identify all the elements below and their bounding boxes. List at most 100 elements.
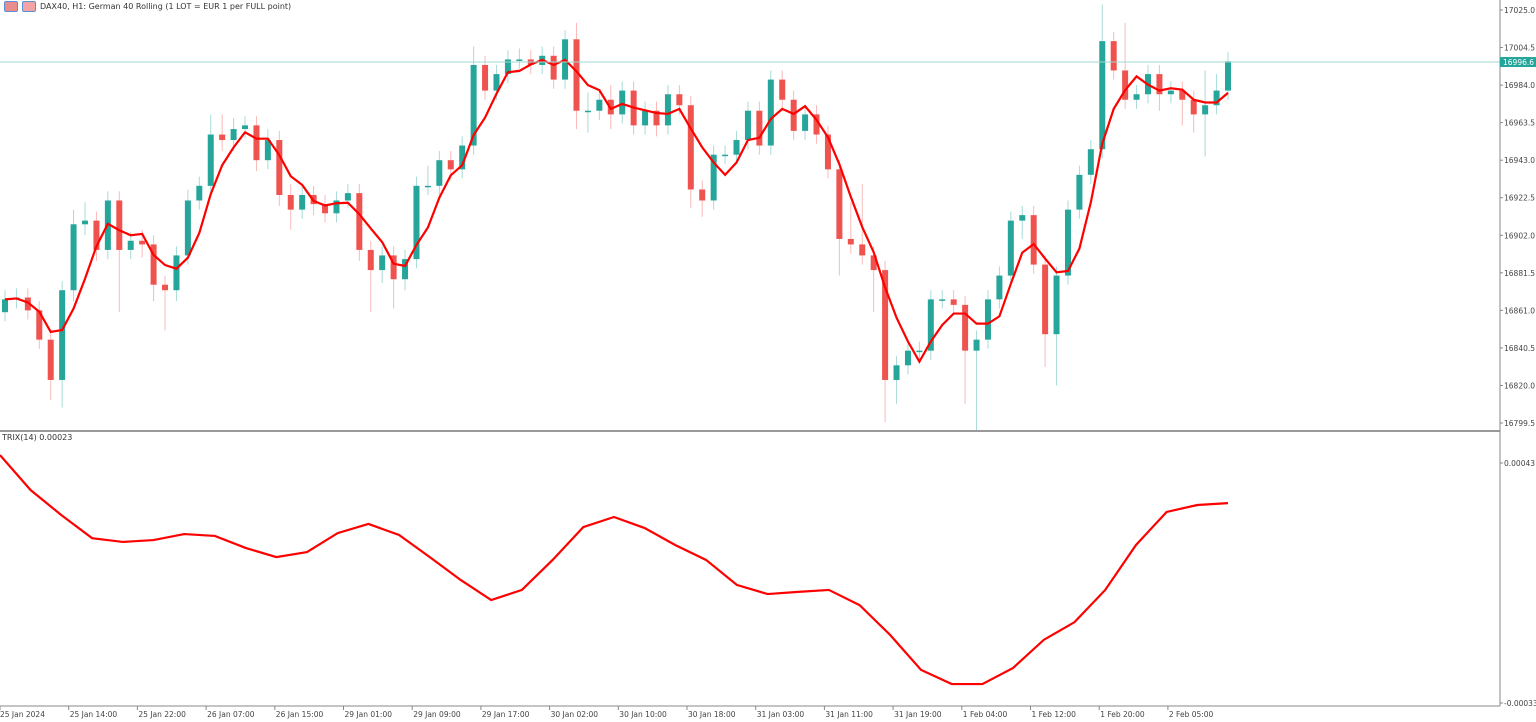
candle — [436, 151, 443, 195]
candle-body — [790, 99, 797, 131]
candle — [82, 202, 89, 236]
candle-body — [927, 299, 934, 351]
candle — [264, 129, 271, 170]
candle — [584, 92, 591, 133]
candle-body — [447, 160, 454, 170]
current-price-label: 16996.6 — [1503, 58, 1534, 67]
trix-tick-label: 0.00043 — [1504, 459, 1535, 468]
candle-body — [1042, 264, 1049, 335]
candle — [184, 189, 191, 265]
time-tick-label: 25 Jan 22:00 — [138, 710, 186, 719]
candle-body — [367, 249, 374, 271]
candle-body — [1225, 61, 1231, 91]
time-axis[interactable]: 25 Jan 2024 25 Jan 14:00 25 Jan 22:00 26 Ja… — [0, 706, 1214, 719]
candle — [802, 105, 809, 141]
candle-body — [242, 125, 249, 130]
time-tick-label: 30 Jan 18:00 — [688, 710, 736, 719]
candle — [1099, 4, 1106, 159]
candle-body — [962, 304, 969, 351]
candle — [939, 290, 946, 309]
candle-body — [1156, 74, 1163, 95]
candle-body — [847, 238, 854, 245]
candle — [162, 275, 169, 331]
candle — [916, 341, 923, 360]
candle-body — [230, 129, 237, 141]
candle-body — [276, 140, 283, 195]
price-tick-label: 16799.5 — [1504, 419, 1535, 428]
candle — [1110, 31, 1117, 80]
candle-body — [710, 154, 717, 201]
candle — [276, 130, 283, 206]
candle — [1133, 85, 1140, 109]
time-tick-label: 26 Jan 07:00 — [207, 710, 255, 719]
candle — [367, 240, 374, 313]
time-tick-label: 1 Feb 12:00 — [1032, 710, 1077, 719]
candle — [573, 22, 580, 130]
candle — [299, 185, 306, 219]
candle — [619, 81, 626, 124]
candle-body — [1179, 90, 1186, 100]
candle — [1076, 165, 1083, 219]
chart-title: DAX40, H1: German 40 Rolling (1 LOT = EU… — [40, 2, 292, 11]
symbol-icon[interactable] — [22, 1, 36, 12]
candle-body — [322, 204, 329, 214]
candle — [1007, 211, 1014, 285]
candle-body — [779, 79, 786, 100]
candle — [230, 118, 237, 152]
candle-body — [984, 299, 991, 340]
candle-body — [459, 145, 466, 170]
candle — [356, 183, 363, 261]
candle — [1042, 255, 1049, 368]
candle-body — [1202, 105, 1209, 115]
candle — [390, 246, 397, 309]
chart-menu-icon[interactable] — [4, 1, 18, 12]
candle — [927, 290, 934, 360]
candle-body — [379, 255, 386, 271]
time-tick-label: 31 Jan 03:00 — [757, 710, 805, 719]
candle-body — [482, 64, 489, 91]
current-price-badge: 16996.6 — [1500, 57, 1536, 68]
candle — [824, 125, 831, 179]
time-tick-label: 31 Jan 19:00 — [894, 710, 942, 719]
candle — [424, 165, 431, 195]
time-tick-label: 25 Jan 2024 — [0, 710, 45, 719]
price-tick-label: 16881.5 — [1504, 269, 1535, 278]
candle-body — [470, 64, 477, 146]
time-tick-label: 29 Jan 01:00 — [345, 710, 393, 719]
candle — [516, 48, 523, 69]
candle-body — [516, 59, 523, 61]
candle — [962, 295, 969, 404]
candle-body — [904, 350, 911, 366]
candle — [984, 290, 991, 349]
time-tick-label: 25 Jan 14:00 — [70, 710, 118, 719]
candle — [70, 209, 77, 302]
candle — [699, 180, 706, 217]
candle-body — [207, 134, 214, 186]
candle — [1019, 205, 1026, 239]
candle-body — [264, 140, 271, 161]
candle — [642, 101, 649, 135]
candle — [756, 101, 763, 155]
candle-body — [664, 94, 671, 126]
candle — [996, 266, 1003, 309]
candle — [93, 211, 100, 261]
candle-body — [813, 114, 820, 135]
candle — [1167, 81, 1174, 104]
candle — [1053, 266, 1060, 386]
candle-body — [162, 284, 169, 291]
candle-body — [1190, 99, 1197, 115]
candle-body — [139, 240, 146, 245]
candle — [653, 101, 660, 137]
candle — [664, 85, 671, 135]
candle-body — [184, 200, 191, 256]
candle — [2, 290, 8, 322]
trix-line — [0, 454, 1229, 686]
candle — [767, 70, 774, 155]
candle-body — [802, 114, 809, 131]
moving-average-line — [4, 58, 1229, 364]
price-axis[interactable]: 17025.0 17004.5 16984.0 16963.5 16943.0 16922… — [1500, 6, 1535, 428]
candle-body — [550, 55, 557, 80]
candle — [173, 246, 180, 302]
candle-body — [1064, 209, 1071, 276]
